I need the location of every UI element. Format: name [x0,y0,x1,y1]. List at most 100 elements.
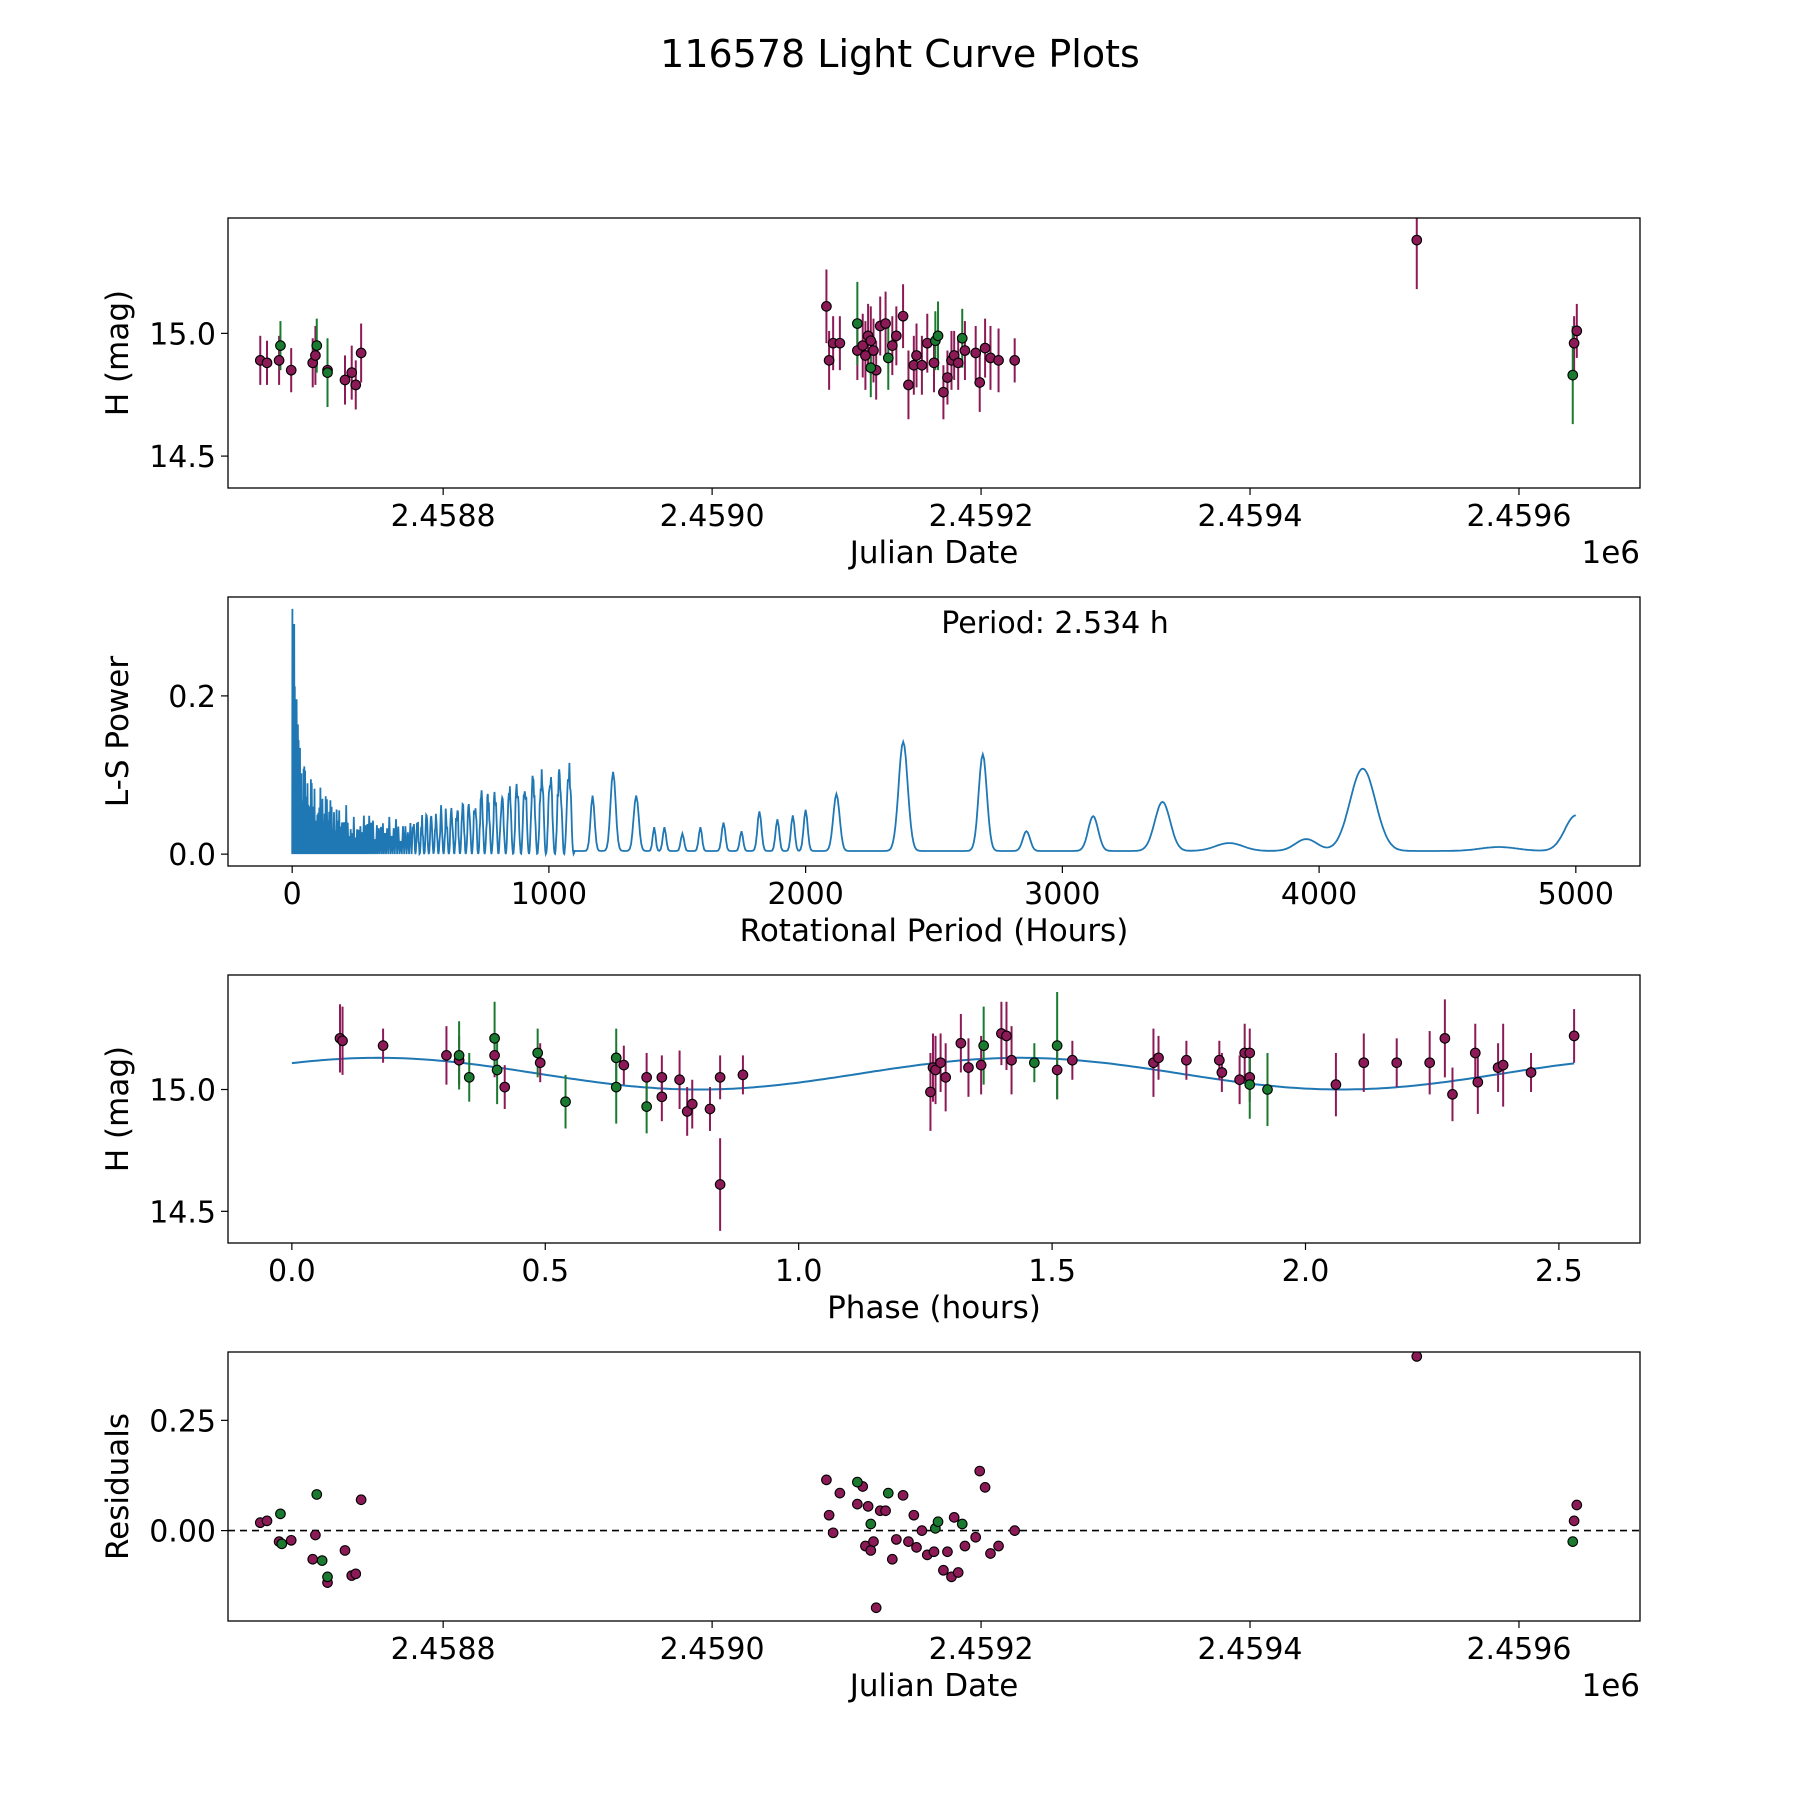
light-curve-xtick-label: 2.4594 [1198,499,1303,534]
phase-fold-point-green [463,1071,475,1083]
phase-fold-point-purple [930,1064,941,1076]
light-curve-point-purple [865,335,877,347]
residuals-point-green [956,1518,968,1530]
light-curve-point-purple [938,386,949,398]
light-curve-xtick-label: 2.4588 [391,499,496,534]
residuals-offset-label: 1e6 [1581,1668,1640,1704]
residuals-point-green [311,1489,323,1500]
periodogram-line [291,608,1576,858]
residuals-panel: 2.4588 2.4590 2.4592 2.4594 2.4596 0.25 0.00 Ju… [100,1351,1641,1704]
residuals-point-purple [1568,1515,1580,1527]
residuals-ytick-label: 0.25 [149,1404,216,1439]
residuals-point-purple [851,1498,863,1510]
phase-fold-point-purple [656,1091,668,1103]
residuals-point-purple [911,1542,922,1553]
light-curve-ytick-label: 15.0 [149,317,216,352]
periodogram-xtick-label: 3000 [1024,877,1100,912]
light-curve-point-purple [285,364,297,376]
residuals-point-purple [908,1509,920,1521]
light-curve-point-purple [350,379,362,391]
residuals-xtick-label: 2.4594 [1198,1632,1303,1667]
light-curve-point-purple [979,342,991,354]
residuals-point-purple [974,1465,986,1477]
period-annotation: Period: 2.534 h [941,606,1169,641]
phase-fold-point-green [532,1047,544,1059]
phase-fold-point-purple [618,1059,630,1071]
phase-fold-ylabel: H (mag) [100,1046,136,1172]
residuals-point-purple [870,1602,882,1614]
light-curve-xlabel: Julian Date [848,535,1019,571]
phase-fold-xtick-label: 0.5 [521,1254,569,1289]
light-curve-point-green [275,340,286,351]
phase-fold-point-purple [1497,1059,1509,1071]
residuals-point-purple [261,1515,273,1527]
light-curve-point-purple [890,330,902,342]
phase-fold-point-purple [737,1069,749,1081]
phase-fold-point-purple [681,1106,693,1117]
phase-fold-xtick-label: 2.5 [1535,1254,1583,1289]
residuals-point-purple [285,1534,297,1546]
periodogram-panel: 0 1000 2000 3000 4000 5000 0.0 0.2 Rotational Pe… [100,596,1641,949]
residuals-point-purple [355,1494,367,1506]
phase-fold-point-purple [337,1035,348,1047]
residuals-point-purple [1571,1499,1583,1511]
light-curve-point-purple [903,379,914,391]
light-curve-point-purple [952,357,964,369]
light-curve-point-purple [959,345,971,356]
residuals-point-green [316,1555,328,1566]
periodogram-xlabel: Rotational Period (Hours) [740,913,1129,949]
light-curve-point-green [311,340,323,351]
light-curve-point-purple [970,347,982,359]
residuals-axes-frame [227,1351,1641,1622]
phase-fold-point-purple [1525,1067,1537,1078]
phase-fold-point-purple [714,1071,726,1083]
phase-fold-point-purple [1153,1052,1164,1064]
light-curve-ylabel: H (mag) [100,290,136,416]
residuals-point-purple [834,1487,846,1499]
residuals-point-purple [350,1568,362,1580]
phase-fold-point-purple [1568,1030,1580,1042]
phase-fold-point-purple [1181,1054,1192,1066]
residuals-point-purple [985,1548,996,1559]
light-curve-point-purple [261,357,273,369]
phase-fold-point-purple [489,1050,500,1061]
residuals-point-green [1567,1536,1579,1547]
light-curve-point-purple [834,337,846,349]
phase-fold-point-purple [674,1074,685,1086]
residuals-point-purple [897,1489,909,1501]
light-curve-point-green [882,352,894,364]
periodogram-ytick-label: 0.0 [168,838,216,873]
residuals-point-purple [993,1540,1004,1552]
phase-fold-xtick-label: 2.0 [1282,1254,1330,1289]
phase-fold-point-purple [1358,1057,1370,1069]
light-curve-point-green [865,362,877,374]
light-curve-point-purple [860,350,871,361]
light-curve-point-purple [273,355,285,366]
light-curve-point-purple [1411,234,1423,246]
phase-fold-point-purple [1424,1057,1436,1069]
phase-fold-point-purple [704,1103,716,1115]
residuals-point-green [882,1487,894,1499]
phase-fold-point-purple [1051,1064,1063,1076]
phase-fold-point-green [1051,1040,1063,1052]
residuals-xtick-label: 2.4588 [391,1632,496,1667]
periodogram-ytick-label: 0.2 [168,680,216,715]
residuals-point-purple [862,1500,874,1512]
light-curve-point-purple [339,374,351,386]
residuals-point-purple [823,1509,835,1521]
phase-fold-point-purple [1067,1054,1078,1066]
residuals-point-purple [890,1534,902,1545]
light-curve-point-purple [857,340,869,351]
phase-fold-point-purple [686,1098,698,1110]
periodogram-xtick-label: 5000 [1538,877,1614,912]
phase-fold-point-green [1029,1057,1040,1069]
residuals-point-purple [928,1546,940,1558]
residuals-point-purple [959,1540,971,1552]
light-curve-xtick-label: 2.4590 [660,499,765,534]
residuals-point-purple [938,1564,949,1576]
phase-fold-xtick-label: 0.0 [268,1254,316,1289]
periodogram-xtick-label: 1000 [511,877,587,912]
light-curve-point-purple [911,350,922,361]
residuals-point-purple [880,1505,891,1517]
